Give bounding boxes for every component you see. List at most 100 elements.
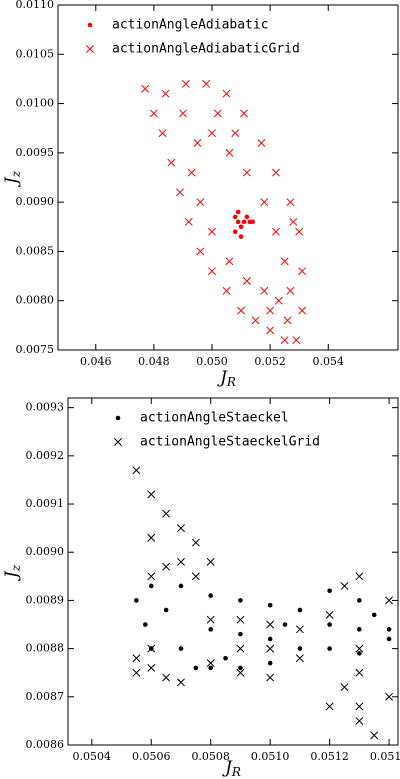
point xyxy=(222,89,231,98)
point xyxy=(178,646,184,651)
point xyxy=(242,277,251,285)
y-tick-label: 0.0075 xyxy=(16,343,55,356)
point xyxy=(161,89,170,98)
y-tick-label: 0.0086 xyxy=(26,738,65,751)
point xyxy=(355,668,364,677)
axis-label: Jz xyxy=(2,564,23,581)
point xyxy=(177,678,185,687)
point xyxy=(289,217,298,226)
point xyxy=(242,168,251,177)
point xyxy=(327,588,332,594)
x-tick-label: 0.0504 xyxy=(73,750,112,763)
axis-label: JR xyxy=(217,368,236,389)
point xyxy=(286,286,295,295)
point xyxy=(163,607,169,613)
point xyxy=(132,654,141,663)
point xyxy=(327,646,332,651)
point xyxy=(340,582,349,590)
point xyxy=(236,644,245,653)
point xyxy=(132,466,141,475)
point xyxy=(325,702,334,711)
point xyxy=(271,227,280,236)
plot-area xyxy=(132,466,394,740)
point xyxy=(371,612,377,618)
point xyxy=(208,227,216,236)
point xyxy=(238,665,243,671)
point xyxy=(147,663,156,672)
legend-label: actionAngleStaeckelGrid xyxy=(140,435,320,450)
y-tick-label: 0.0100 xyxy=(16,97,55,110)
point xyxy=(213,109,222,118)
plot-frame xyxy=(57,4,399,351)
y-tick-label: 0.0087 xyxy=(26,690,65,703)
point xyxy=(237,306,246,315)
point xyxy=(280,257,289,266)
axis-label: JR xyxy=(222,758,241,779)
x-tick-label: 0.050 xyxy=(196,355,228,368)
point xyxy=(244,214,250,220)
point xyxy=(355,572,364,581)
point xyxy=(134,598,139,603)
point xyxy=(282,622,288,627)
point xyxy=(280,336,289,345)
point xyxy=(236,668,245,677)
point xyxy=(184,217,193,226)
axis-label: Jz xyxy=(2,170,23,187)
y-tick-label: 0.0080 xyxy=(16,294,55,307)
y-tick-label: 0.0091 xyxy=(26,497,65,510)
point xyxy=(298,267,307,276)
point xyxy=(177,524,185,533)
point xyxy=(176,188,185,197)
point xyxy=(266,644,275,653)
point xyxy=(274,296,283,305)
point xyxy=(206,659,215,668)
point xyxy=(149,109,158,118)
plot-frame xyxy=(67,397,399,746)
x-tick-label: 0.0506 xyxy=(132,750,171,763)
point xyxy=(295,625,304,634)
point xyxy=(295,654,304,663)
y-tick-label: 0.0088 xyxy=(26,642,65,655)
legend-marker xyxy=(86,45,94,53)
point xyxy=(386,636,392,642)
point xyxy=(386,627,392,632)
point xyxy=(385,692,394,701)
y-tick-label: 0.0095 xyxy=(16,146,55,159)
point xyxy=(167,158,176,167)
legend-marker xyxy=(115,415,121,421)
point xyxy=(202,79,211,88)
point xyxy=(208,129,216,138)
point xyxy=(147,533,156,542)
point xyxy=(260,286,269,295)
point xyxy=(191,538,200,547)
point xyxy=(295,227,304,236)
point xyxy=(162,509,171,518)
point xyxy=(266,673,275,682)
plot-area xyxy=(141,79,307,345)
point xyxy=(147,644,156,653)
point xyxy=(178,583,184,589)
point xyxy=(238,631,243,637)
point xyxy=(225,148,234,157)
point xyxy=(240,109,248,118)
point xyxy=(148,583,154,589)
legend-label: actionAngleAdiabaticGrid xyxy=(112,42,300,57)
y-tick-label: 0.0093 xyxy=(26,401,65,414)
x-tick-label: 0.046 xyxy=(80,355,112,368)
point xyxy=(267,636,273,642)
point xyxy=(177,557,185,566)
point xyxy=(357,627,362,632)
point xyxy=(357,651,362,656)
point xyxy=(238,598,243,603)
point xyxy=(283,316,292,325)
point xyxy=(297,607,303,613)
point xyxy=(222,286,231,295)
point xyxy=(208,593,214,598)
y-tick-label: 0.0090 xyxy=(16,195,55,208)
point xyxy=(208,665,214,671)
point xyxy=(327,622,332,627)
point xyxy=(241,219,247,225)
point xyxy=(132,668,141,677)
point xyxy=(267,602,273,608)
